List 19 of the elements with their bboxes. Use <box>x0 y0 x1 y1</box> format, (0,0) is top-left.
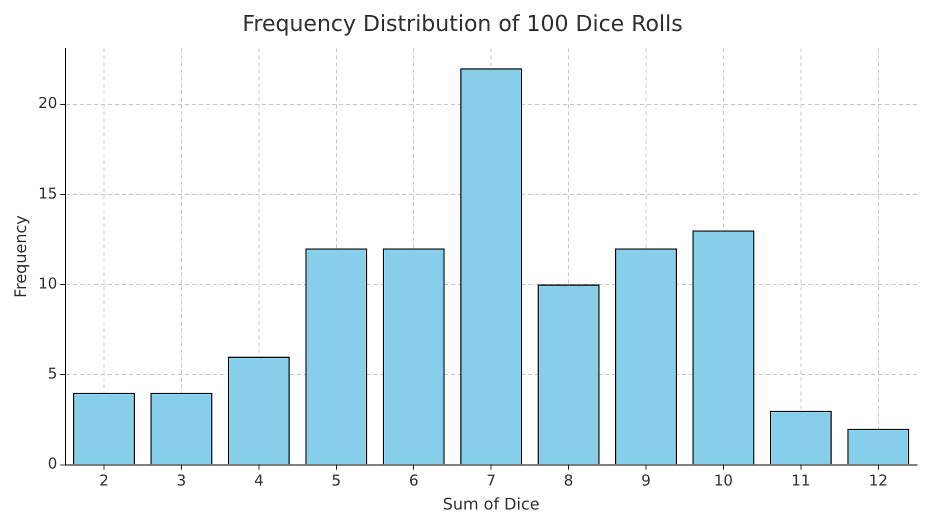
y-tick-label: 0 <box>48 454 58 473</box>
x-tick-label: 7 <box>486 472 496 490</box>
y-tick-label: 20 <box>38 94 58 112</box>
chart-title: Frequency Distribution of 100 Dice Rolls <box>242 12 683 37</box>
x-tick-label: 10 <box>714 472 733 490</box>
x-tick-label: 9 <box>641 472 651 490</box>
x-tick-label: 5 <box>332 472 342 490</box>
x-tick-label: 6 <box>408 472 418 490</box>
y-tick-label: 15 <box>38 184 58 202</box>
y-axis-title: Frequency <box>10 215 30 298</box>
x-tick-label: 11 <box>791 472 810 490</box>
y-tick-label: 10 <box>38 274 58 292</box>
x-axis-title: Sum of Dice <box>442 494 540 514</box>
x-tick-label: 12 <box>868 472 888 490</box>
y-tick-label: 5 <box>48 364 58 383</box>
x-tick-label: 2 <box>99 472 109 490</box>
x-tick-label: 3 <box>176 472 186 490</box>
x-tick-label: 4 <box>254 472 264 490</box>
x-tick-label: 8 <box>564 472 574 490</box>
